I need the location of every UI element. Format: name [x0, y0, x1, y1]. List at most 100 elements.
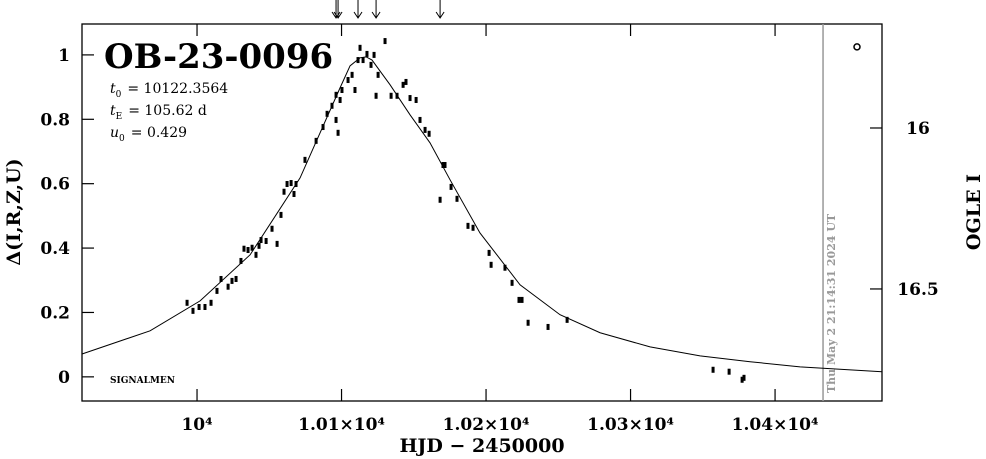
footnote: SIGNALMEN [110, 376, 175, 386]
data-point [443, 162, 447, 169]
y-axis-label: Δ(I,R,Z,U) [3, 158, 25, 265]
x-tick-label: 10⁴ [181, 415, 212, 435]
data-point [711, 366, 715, 373]
plot-frame [81, 23, 883, 402]
data-point [487, 249, 491, 256]
data-point [353, 86, 357, 93]
data-point [414, 96, 418, 103]
data-point [727, 368, 731, 375]
data-point [219, 275, 223, 282]
data-point [191, 307, 195, 314]
data-point [336, 129, 340, 136]
data-point [546, 323, 550, 330]
x-tick-label: 1.04×10⁴ [732, 415, 819, 435]
arrow [353, 0, 363, 19]
data-point [376, 71, 380, 78]
data-point [197, 303, 201, 310]
data-point [740, 376, 744, 383]
y-tick-label: 1 [58, 46, 70, 66]
y-tick-label: 0.8 [40, 110, 70, 130]
data-point [242, 245, 246, 252]
x-tick-label: 1.03×10⁴ [587, 415, 674, 435]
data-point [334, 116, 338, 123]
data-point [292, 190, 296, 197]
data-point [340, 86, 344, 93]
data-point [330, 102, 334, 109]
data-point [374, 92, 378, 99]
parameter-subscript: 0 [119, 134, 125, 144]
data-point [389, 92, 393, 99]
data-point [239, 257, 243, 264]
parameter-value: = 10122.3564 [127, 81, 228, 97]
y-tick-label: 0.2 [40, 303, 70, 323]
data-point [372, 51, 376, 58]
data-point [356, 57, 360, 64]
data-point [215, 287, 219, 294]
data-point [471, 224, 475, 231]
data-point [230, 277, 234, 284]
data-point [401, 81, 405, 88]
data-point [510, 279, 514, 286]
data-point [404, 78, 408, 85]
model-curve [81, 56, 883, 373]
parameter-subscript: 0 [116, 90, 122, 100]
parameter-subscript: E [116, 112, 123, 122]
data-point [383, 38, 387, 45]
data-point [565, 316, 569, 323]
parameter: u0 = 0.429 [110, 125, 187, 144]
parameter: tE = 105.62 d [110, 103, 207, 122]
data-point [234, 275, 238, 282]
y-tick-label: 0 [58, 368, 70, 388]
parameter-value: = 105.62 d [128, 103, 207, 119]
data-point [250, 244, 254, 251]
data-point [441, 162, 445, 169]
data-point [334, 91, 338, 98]
data-point [275, 240, 279, 247]
data-point [203, 303, 207, 310]
data-point [517, 296, 521, 303]
data-point [466, 222, 470, 229]
data-point [365, 50, 369, 57]
latest-point [853, 43, 861, 51]
data-point [369, 61, 373, 68]
x-axis-label: HJD − 2450000 [399, 435, 564, 457]
data-point [289, 180, 293, 187]
arrow [371, 0, 381, 19]
data-point [526, 319, 530, 326]
data-point [270, 225, 274, 232]
data-point [418, 116, 422, 123]
data-point [438, 196, 442, 203]
data-point [520, 296, 524, 303]
data-point [455, 195, 459, 202]
data-point [226, 283, 230, 290]
data-point [408, 95, 412, 102]
data-point [503, 264, 507, 271]
y-tick-label: 0.6 [40, 175, 70, 195]
y2-tick-label: 16 [906, 119, 930, 139]
data-point [257, 242, 261, 249]
arrow [435, 0, 445, 19]
chart-title: OB-23-0096 [104, 37, 333, 77]
data-point [395, 92, 399, 99]
data-point [185, 299, 189, 306]
data-point [361, 57, 365, 64]
y2-tick-label: 16.5 [897, 280, 938, 300]
data-point [325, 110, 329, 117]
data-point [427, 130, 431, 137]
data-point [303, 156, 307, 163]
parameter-symbol: t [110, 103, 116, 119]
data-point [246, 247, 250, 254]
data-point [314, 137, 318, 144]
data-point [358, 44, 362, 51]
data-point [350, 71, 354, 78]
y2-axis-label: OGLE I [963, 174, 985, 250]
data-point [285, 181, 289, 188]
data-point [264, 237, 268, 244]
data-point [259, 237, 263, 244]
data-point [346, 77, 350, 84]
parameter: t0 = 10122.3564 [110, 81, 228, 100]
data-point [294, 181, 298, 188]
arrow [333, 0, 343, 19]
y-tick-label: 0.4 [40, 239, 70, 259]
